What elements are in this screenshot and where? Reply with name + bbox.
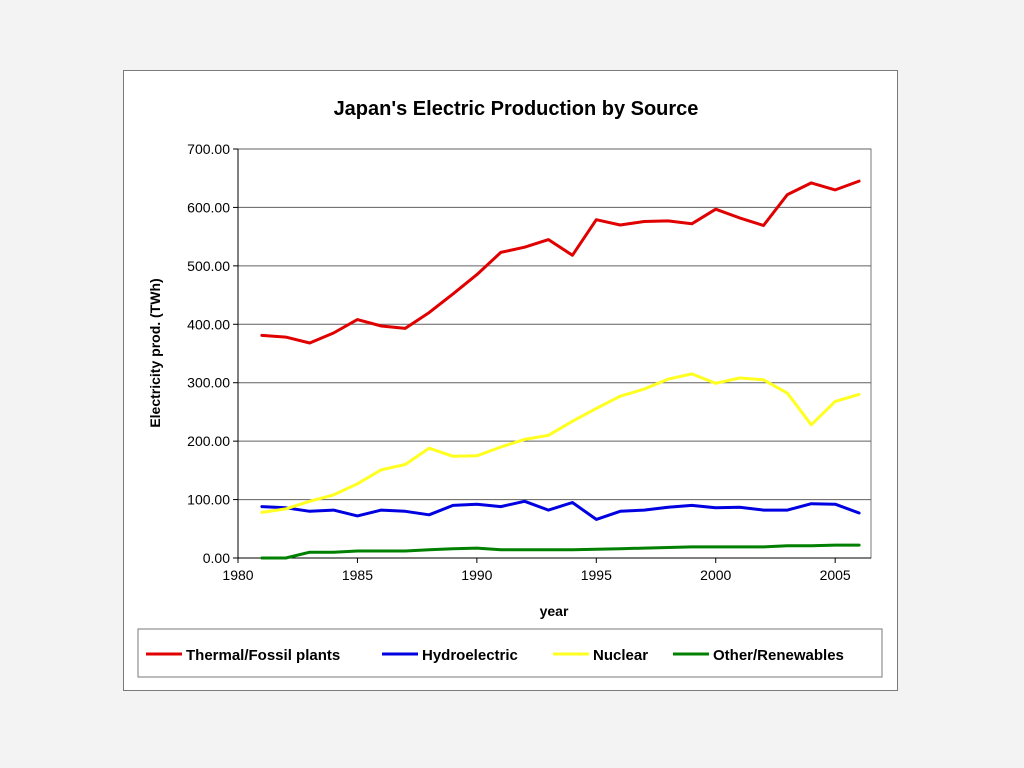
y-tick-label: 700.00	[187, 141, 230, 157]
y-tick-label: 300.00	[187, 375, 230, 391]
x-axis-ticks: 1980 1985 1990 1995 2000 2005	[222, 149, 871, 583]
y-axis-ticks: 0.00 100.00 200.00 300.00 400.00 500.00 600.00…	[187, 141, 238, 566]
series-lines	[260, 179, 861, 560]
legend-label-nuclear: Nuclear	[593, 647, 648, 664]
series-line-nuclear	[260, 372, 861, 514]
gridlines	[238, 148, 871, 501]
series-line-other-renewables	[260, 543, 861, 560]
y-tick-label: 0.00	[203, 550, 230, 566]
chart-title: Japan's Electric Production by Source	[334, 98, 699, 120]
y-tick-label: 400.00	[187, 316, 230, 332]
y-tick-label: 100.00	[187, 492, 230, 508]
legend-label-other-renewables: Other/Renewables	[713, 647, 844, 664]
legend-label-thermal-fossil-plants: Thermal/Fossil plants	[186, 647, 340, 664]
y-tick-label: 500.00	[187, 258, 230, 274]
legend-label-hydroelectric: Hydroelectric	[422, 647, 518, 664]
legend-box	[137, 628, 883, 678]
x-tick-label: 2000	[700, 567, 731, 583]
chart-frame: 0.00 100.00 200.00 300.00 400.00 500.00 600.00…	[123, 70, 898, 691]
x-tick-label: 1990	[461, 567, 492, 583]
y-tick-label: 200.00	[187, 433, 230, 449]
x-axis-title: year	[540, 603, 569, 619]
x-tick-label: 1985	[342, 567, 373, 583]
x-tick-label: 1995	[581, 567, 612, 583]
series-line-hydroelectric	[260, 499, 861, 521]
y-axis-title: Electricity prod. (TWh)	[147, 278, 163, 427]
x-tick-label: 1980	[222, 567, 253, 583]
legend: Thermal/Fossil plants Hydroelectric Nuclea…	[146, 647, 844, 664]
line-chart: 0.00 100.00 200.00 300.00 400.00 500.00 600.00…	[137, 98, 883, 678]
series-line-thermal-fossil-plants	[260, 179, 861, 345]
y-tick-label: 600.00	[187, 199, 230, 215]
x-tick-label: 2005	[820, 567, 851, 583]
